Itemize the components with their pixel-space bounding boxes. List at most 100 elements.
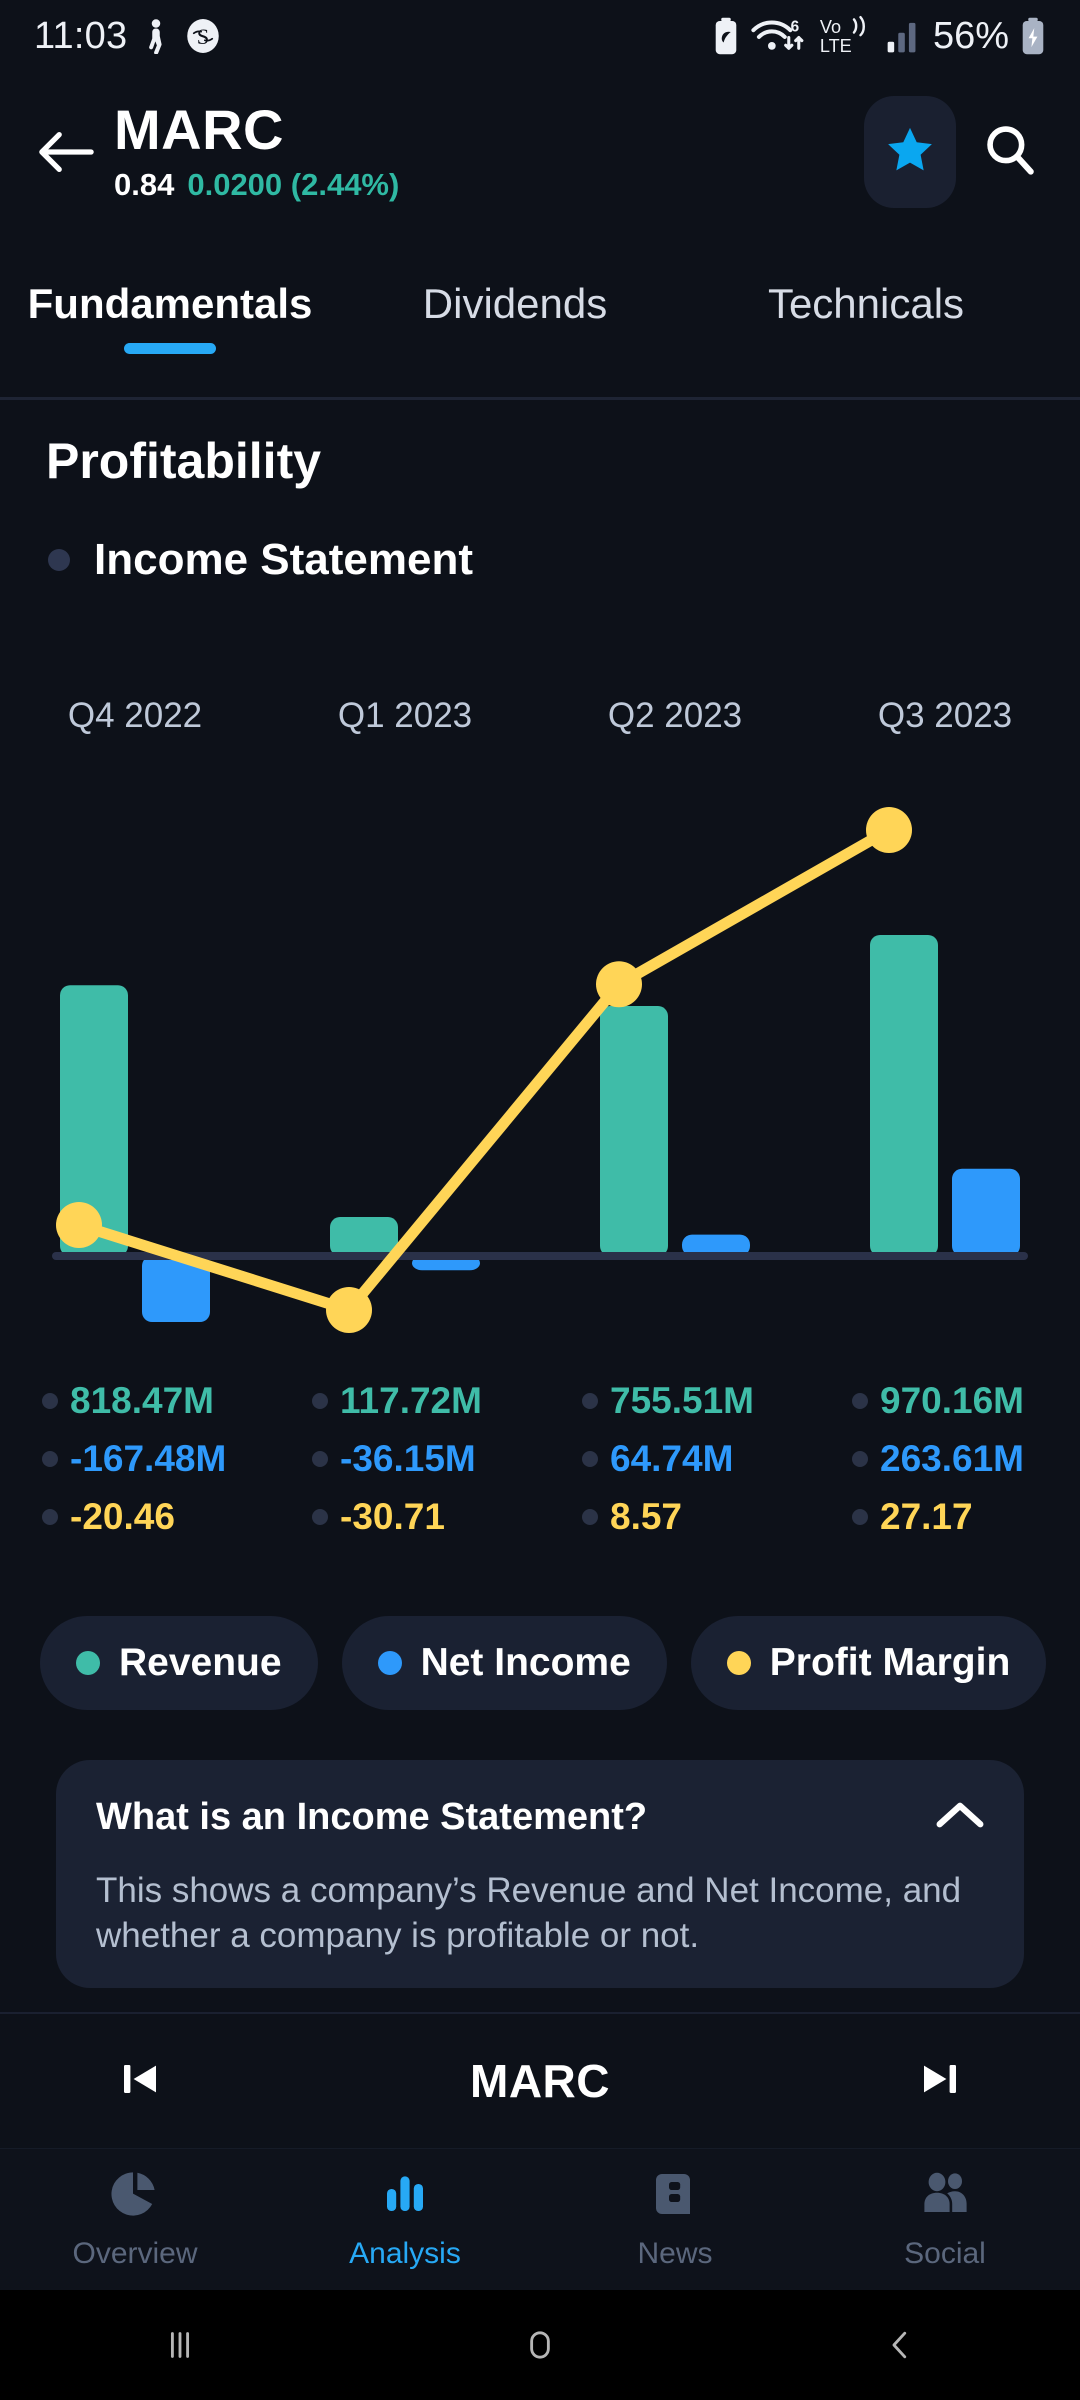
subsection-row: Income Statement [48,535,473,585]
recents-icon [170,2332,190,2358]
nav-label: Overview [72,2237,198,2270]
value-dot-icon [312,1451,328,1467]
legend-item-profit-margin[interactable]: Profit Margin [690,1616,1047,1710]
tab-fundamentals-label: Fundamentals [27,280,313,327]
legend-dot-icon [377,1651,402,1675]
nav-item-overview[interactable]: Overview [0,2149,270,2290]
value-dot-icon [582,1393,598,1409]
page-title: MARC [114,98,284,162]
legend-item-revenue[interactable]: Revenue [40,1616,318,1710]
info-card-income-statement[interactable]: What is an Income Statement? This shows … [56,1760,1024,1988]
value-dot-icon [312,1509,328,1525]
price-row: 0.84 0.0200 (2.44%) [114,167,399,203]
info-card-header[interactable]: What is an Income Statement? [96,1796,984,1839]
table-cell: 27.17 [810,1496,1080,1538]
home-icon [530,2331,550,2359]
battery-saver-icon [713,17,739,55]
chevron-up-icon[interactable] [936,1796,984,1835]
nav-label: Social [904,2237,986,2270]
tab-fundamentals[interactable]: Fundamentals [0,280,340,354]
table-cell: 8.57 [540,1496,810,1538]
net-income-value: -36.15M [340,1438,476,1479]
search-icon [983,123,1037,182]
app-header: MARC 0.84 0.0200 (2.44%) [0,72,1080,232]
value-dot-icon [42,1393,58,1409]
net-income-value: 64.74M [610,1438,734,1479]
header-title-group: MARC 0.84 0.0200 (2.44%) [114,98,399,203]
info-card-question: What is an Income Statement? [96,1796,648,1838]
legend-item-net-income[interactable]: Net Income [341,1616,667,1710]
volte-icon: Vo LTE [817,15,875,57]
revenue-value: 117.72M [340,1380,482,1421]
legend-label: Revenue [119,1641,282,1684]
chart-category-labels: Q4 2022 Q1 2023 Q2 2023 Q3 2023 [0,696,1080,736]
value-row-net-income: -167.48M -36.15M 64.74M 263.61M [0,1438,1080,1480]
next-ticker-button[interactable] [900,2041,980,2121]
profit-margin-value: -30.71 [340,1496,445,1537]
back-nav-icon [892,2331,907,2359]
svg-text:LTE: LTE [820,36,852,56]
table-cell: -36.15M [270,1438,540,1480]
previous-ticker-button[interactable] [100,2041,180,2121]
revenue-value: 818.47M [70,1380,214,1421]
legend-dot-icon [76,1651,100,1675]
people-icon [919,2168,971,2225]
revenue-value: 970.16M [880,1380,1024,1421]
svg-text:Vo: Vo [820,17,841,37]
search-button[interactable] [970,112,1050,192]
tab-dividends[interactable]: Dividends [340,280,690,328]
back-button[interactable] [30,116,102,188]
value-dot-icon [42,1451,58,1467]
section-title: Profitability [46,433,322,489]
tab-technicals[interactable]: Technicals [690,280,1042,328]
revenue-value: 755.51M [610,1380,754,1421]
legend-dot-icon [726,1651,751,1675]
income-statement-chart[interactable] [0,760,1080,1360]
category-label: Q1 2023 [337,696,473,735]
back-nav-button[interactable] [720,2326,1080,2364]
table-cell: -167.48M [0,1438,270,1480]
bar-chart-icon [379,2168,431,2225]
category-label: Q4 2022 [67,696,203,735]
status-time: 11:03 [34,14,128,57]
star-icon [884,124,936,181]
chart-canvas [52,807,1028,1333]
wifi-icon: 6 [750,16,806,56]
home-button[interactable] [360,2326,720,2364]
tab-row: Fundamentals Dividends Technicals [0,248,1080,397]
chart-value-table: 818.47M 117.72M 755.51M 970.16M -167.48M… [0,1380,1080,1554]
price-change: 0.0200 (2.44%) [187,166,400,202]
table-cell: 64.74M [540,1438,810,1480]
nav-label: News [637,2237,713,2270]
table-cell: -20.46 [0,1496,270,1538]
info-card-body: This shows a company’s Revenue and Net I… [96,1871,962,1955]
profit-margin-value: -20.46 [70,1496,175,1537]
value-row-profit-margin: -20.46 -30.71 8.57 27.17 [0,1496,1080,1538]
nav-item-analysis[interactable]: Analysis [270,2149,540,2290]
nav-label: Analysis [349,2237,461,2270]
table-cell: 117.72M [270,1380,540,1422]
profit-margin-value: 27.17 [880,1496,973,1537]
tab-active-indicator [124,343,216,354]
value-dot-icon [312,1393,328,1409]
skype-icon: S [185,18,221,54]
nav-item-social[interactable]: Social [810,2149,1080,2290]
favorite-button[interactable] [864,96,956,208]
svg-text:6: 6 [791,18,800,35]
pedestrian-icon [141,18,171,54]
recents-button[interactable] [0,2326,360,2364]
nav-item-news[interactable]: News [540,2149,810,2290]
value-dot-icon [852,1393,868,1409]
category-label: Q3 2023 [877,696,1013,735]
tab-bar: Fundamentals Dividends Technicals [0,248,1080,400]
skip-previous-icon [118,2057,162,2106]
newspaper-icon [649,2168,701,2225]
table-cell: 263.61M [810,1438,1080,1480]
tab-dividends-label: Dividends [422,280,608,327]
bullet-icon [48,549,70,571]
value-dot-icon [852,1451,868,1467]
tab-technicals-label: Technicals [767,280,965,327]
table-cell: -30.71 [270,1496,540,1538]
legend-label: Net Income [420,1641,631,1684]
android-system-nav [0,2290,1080,2400]
